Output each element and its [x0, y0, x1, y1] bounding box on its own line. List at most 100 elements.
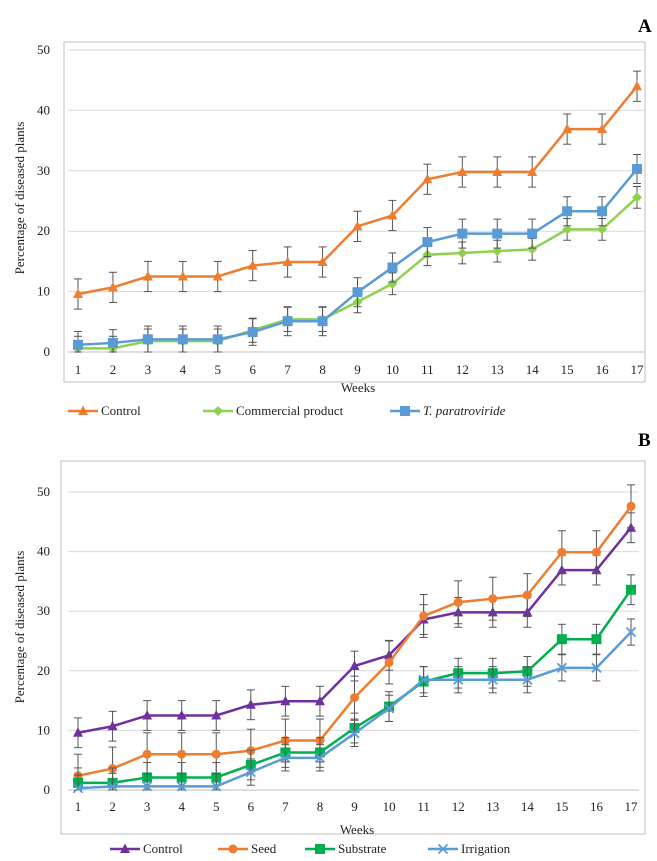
panel-b-x-tick-label: 7 [282, 799, 289, 814]
panel-a-legend-entry: T. paratroviride [390, 403, 506, 418]
panel-b-legend-label: Substrate [338, 841, 387, 856]
panel-a-series-t-paratroviride-point [352, 287, 363, 298]
panel-b-x-tick-label: 2 [109, 799, 116, 814]
panel-a-series-t-paratroviride-point [632, 163, 642, 174]
panel-b-x-tick-label: 5 [213, 799, 220, 814]
panel-b-series-seed-point [177, 749, 187, 759]
panel-a-y-tick-label: 10 [37, 284, 50, 299]
panel-b-series-irrigation-point [522, 674, 533, 685]
panel-a-series-commercial-product-point [492, 246, 503, 257]
panel-a-series-t-paratroviride-point [387, 262, 398, 273]
panel-a-series-control-point [597, 123, 608, 134]
panel-b-x-tick-label: 12 [452, 799, 465, 814]
panel-a-series-control-point [247, 260, 258, 270]
panel-a-series-t-paratroviride-point [142, 334, 153, 345]
panel-a-series-t-paratroviride-point [492, 228, 503, 239]
panel-a-series-commercial-product-point [597, 224, 608, 235]
panel-b-legend-label: Irrigation [461, 841, 511, 856]
panel-a-series-t-paratroviride-point [282, 316, 293, 327]
panel-b-legend-label: Seed [251, 841, 277, 856]
panel-a-series-t-paratroviride-point [317, 316, 328, 327]
panel-b-y-tick-label: 10 [37, 722, 50, 737]
panel-a-x-tick-label: 4 [180, 362, 187, 377]
panel-a-x-tick-label: 16 [596, 362, 610, 377]
panel-a-x-tick-label: 14 [526, 362, 540, 377]
panel-a-x-ticks: 1 2 3 4 5 6 7 8 9 10 11 12 13 14 15 16 17 [75, 362, 644, 377]
panel-b-series-control-point [107, 720, 118, 731]
panel-b-series-seed-point [591, 547, 601, 557]
panel-b-series-irrigation-point [280, 752, 291, 763]
panel-b-series-irrigation-point [349, 728, 360, 739]
panel-a-series-control-point [317, 256, 328, 267]
panel-b-legend-marker [120, 843, 130, 853]
panel-a-series-control [73, 70, 642, 310]
panel-b-series-control-point [245, 699, 256, 709]
panel-b-x-tick-label: 4 [178, 799, 185, 814]
panel-b-y-axis-label: Percentage of diseased plants [12, 551, 27, 704]
panel-a: A Weeks Percentage of diseased plants 0 1… [12, 16, 652, 418]
panel-a-x-tick-label: 6 [249, 362, 256, 377]
panel-a-x-tick-label: 15 [561, 362, 574, 377]
panel-a-series-control-point [142, 271, 153, 281]
panel-letter-b: B [638, 430, 651, 451]
panel-a-legend-entry: Commercial product [203, 403, 344, 418]
panel-b-series-irrigation-point [487, 674, 498, 685]
panel-a-series-commercial-product-point [527, 244, 538, 255]
panel-a-series-control-point [527, 166, 538, 177]
panel-a-y-tick-label: 40 [37, 102, 50, 117]
panel-a-series-t-paratroviride-point [562, 206, 573, 217]
panel-b-series-irrigation-point [556, 662, 568, 673]
panel-b-series-irrigation-point [453, 674, 464, 685]
panel-a-series-t-paratroviride-point [212, 334, 223, 345]
panel-a-legend-entry: Control [68, 403, 141, 418]
panel-b-y-tick-label: 20 [37, 663, 50, 678]
panel-a-series-control-point [387, 209, 398, 220]
panel-b-legend-entry: Irrigation [428, 841, 511, 856]
panel-a-y-tick-label: 50 [37, 42, 50, 57]
panel-a-series-commercial-product-point [562, 224, 573, 235]
panel-a-series-commercial-product-point [387, 278, 398, 289]
panel-b-series-control-point [314, 695, 325, 706]
panel-a-legend-marker [213, 406, 223, 416]
panel-a-series-control-point [352, 220, 363, 231]
panel-a-series-control-point [282, 256, 293, 267]
panel-a-series-t-paratroviride-error-bars [74, 153, 641, 353]
panel-a-series-control-point [492, 166, 503, 177]
panel-a-series-t-paratroviride-point [247, 327, 258, 338]
panel-a-series-control-point [457, 166, 468, 177]
panel-b: B Weeks Percentage of diseased plants 0 1… [12, 430, 651, 856]
panel-a-y-tick-label: 30 [37, 163, 50, 178]
panel-a-series-t-paratroviride-point [597, 206, 608, 217]
panel-b-series-seed-point [453, 597, 463, 607]
panel-b-x-tick-label: 9 [351, 799, 358, 814]
panel-a-series-control-line [77, 85, 638, 296]
panel-b-series-seed-point [626, 501, 636, 511]
panel-b-series-irrigation-point [383, 703, 395, 714]
panel-b-series-irrigation-point [176, 781, 187, 792]
panel-a-series-control-point [107, 281, 118, 292]
panel-a-series-t-paratroviride-point [422, 237, 433, 248]
panel-b-series-irrigation-point [625, 626, 637, 638]
panel-b-y-tick-label: 50 [37, 484, 50, 499]
panel-b-y-tick-label: 40 [37, 544, 50, 559]
panel-a-legend-marker [400, 406, 410, 416]
panel-a-y-tick-label: 0 [44, 344, 51, 359]
panel-b-x-tick-label: 3 [144, 799, 151, 814]
panel-b-series-seed-point [211, 749, 221, 759]
panel-a-series-control-point [212, 271, 223, 281]
panel-a-legend-label: Control [101, 403, 141, 418]
panel-a-series-t-paratroviride-point [73, 339, 83, 350]
panel-b-legend-marker [315, 844, 325, 854]
panel-b-series-irrigation-point [314, 752, 326, 763]
panel-a-x-tick-label: 5 [215, 362, 222, 377]
panel-b-series-irrigation-point [141, 781, 153, 792]
panel-b-series-seed-point [350, 693, 359, 703]
panel-b-legend-marker [228, 844, 238, 854]
panel-b-series-control-point [73, 727, 83, 737]
panel-b-series-control-point [142, 710, 153, 720]
panel-b-x-tick-label: 8 [317, 799, 324, 814]
panel-a-x-tick-label: 17 [631, 362, 645, 377]
panel-a-series-t-paratroviride-point [107, 337, 118, 348]
panel-a-series-t-paratroviride-point [457, 228, 468, 239]
